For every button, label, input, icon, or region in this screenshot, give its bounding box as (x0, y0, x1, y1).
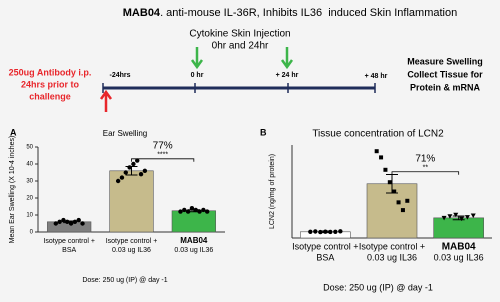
data-point (333, 229, 338, 234)
data-point (76, 217, 81, 223)
y-tick-label: 40 (26, 162, 33, 168)
data-point (374, 149, 379, 154)
data-point (61, 217, 66, 223)
data-point (323, 229, 328, 234)
data-point (185, 209, 191, 214)
comparison-bracket (131, 158, 195, 162)
data-point (189, 206, 195, 211)
injection-arrow (190, 47, 204, 70)
data-point (72, 219, 78, 224)
data-point (392, 189, 397, 194)
data-point (182, 207, 187, 213)
data-point (68, 221, 74, 226)
data-point (383, 167, 388, 172)
data-point (193, 207, 198, 213)
data-point (119, 175, 125, 180)
data-point (197, 209, 202, 214)
comparison-bracket (391, 171, 460, 175)
bar (433, 217, 484, 239)
x-tick-label: Isotype control + (43, 238, 95, 245)
data-point (396, 200, 401, 205)
timeline-label: + 24 hr (276, 72, 299, 79)
bar (171, 210, 216, 233)
data-point (379, 155, 384, 160)
chart-title: Ear Swelling (103, 129, 147, 138)
antibody-text: 250ug Antibody i.p. (9, 67, 92, 77)
data-point (123, 170, 128, 175)
timeline-label: 0 hr (191, 72, 204, 79)
data-point (328, 229, 333, 235)
data-point (441, 215, 447, 221)
x-tick-label: 0.03 ug IL36 (434, 252, 484, 262)
data-point (115, 178, 121, 184)
timeline-label: -24hrs (109, 72, 130, 79)
title-bold: MAB04 (123, 7, 161, 19)
data-point (127, 165, 132, 170)
data-point (459, 216, 465, 222)
y-tick-label: 30 (26, 179, 33, 185)
data-point (201, 207, 206, 213)
data-point (464, 215, 470, 220)
antibody-text: 24hrs prior to (21, 79, 80, 89)
footer: Dose: 250 ug (IP) @ day -1 (82, 277, 167, 284)
x-tick-label: Isotype control + (106, 238, 158, 245)
data-point (453, 212, 459, 218)
injection-text: Cytokine Skin Injection (189, 29, 290, 40)
x-tick-label: MAB04 (442, 242, 476, 253)
data-point (308, 229, 313, 234)
outcome-text: Protein & mRNA (410, 82, 481, 92)
x-tick-label: Isotype control + (292, 241, 358, 251)
data-point (447, 214, 453, 219)
data-point (138, 172, 144, 177)
data-point (338, 229, 343, 234)
outcome-text: Measure Swelling (407, 56, 483, 66)
significance: **** (157, 152, 168, 159)
data-point (80, 221, 85, 226)
x-tick-label: MAB04 (180, 236, 208, 245)
panel-label: A (10, 127, 17, 137)
x-tick-label: 0.03 ug IL36 (367, 252, 417, 262)
data-point (57, 219, 62, 224)
y-axis-label: LCN2 (ng/mg of protein) (269, 154, 276, 229)
x-tick-label: BSA (62, 247, 76, 254)
data-point (400, 208, 405, 213)
data-point (387, 180, 392, 185)
data-point (131, 161, 136, 167)
x-tick-label: BSA (316, 252, 334, 262)
x-tick-label: 0.03 ug IL36 (174, 247, 213, 254)
data-point (65, 219, 70, 224)
outcome-text: Collect Tissue for (407, 69, 483, 79)
injection-arrow (280, 47, 294, 70)
data-point (318, 229, 323, 235)
title-rest: . anti-mouse IL-36R, Inhibits IL36 induc… (160, 7, 457, 19)
timeline-label: + 48 hr (365, 73, 388, 80)
y-axis-label: Mean Ear Swelling (X 10-4 inches) (9, 136, 16, 244)
y-tick-label: 20 (26, 196, 33, 202)
percent-reduction: 77% (153, 140, 173, 151)
footer: Dose: 250 ug (IP) @ day -1 (323, 282, 433, 292)
data-point (142, 168, 148, 173)
data-point (204, 209, 210, 214)
data-point (470, 213, 476, 219)
data-point (53, 221, 59, 226)
significance: ** (423, 165, 429, 172)
x-tick-label: Isotype control + (359, 241, 425, 251)
x-tick-label: 0.03 ug IL36 (112, 247, 151, 254)
data-point (405, 198, 410, 203)
figure-title: MAB04. anti-mouse IL-36R, Inhibits IL36 … (123, 7, 457, 19)
error-bar (452, 215, 465, 221)
panel-label: B (260, 127, 267, 137)
y-tick-label: 0 (30, 230, 34, 236)
injection-text: 0hr and 24hr (212, 41, 269, 52)
y-tick-label: 50 (26, 145, 33, 151)
data-point (135, 158, 140, 163)
antibody-arrow (99, 89, 113, 112)
chart-title: Tissue concentration of LCN2 (312, 129, 444, 140)
data-point (313, 229, 318, 234)
percent-reduction: 71% (415, 153, 435, 164)
y-tick-label: 10 (26, 213, 33, 219)
data-point (178, 209, 183, 214)
antibody-text: challenge (29, 91, 71, 101)
